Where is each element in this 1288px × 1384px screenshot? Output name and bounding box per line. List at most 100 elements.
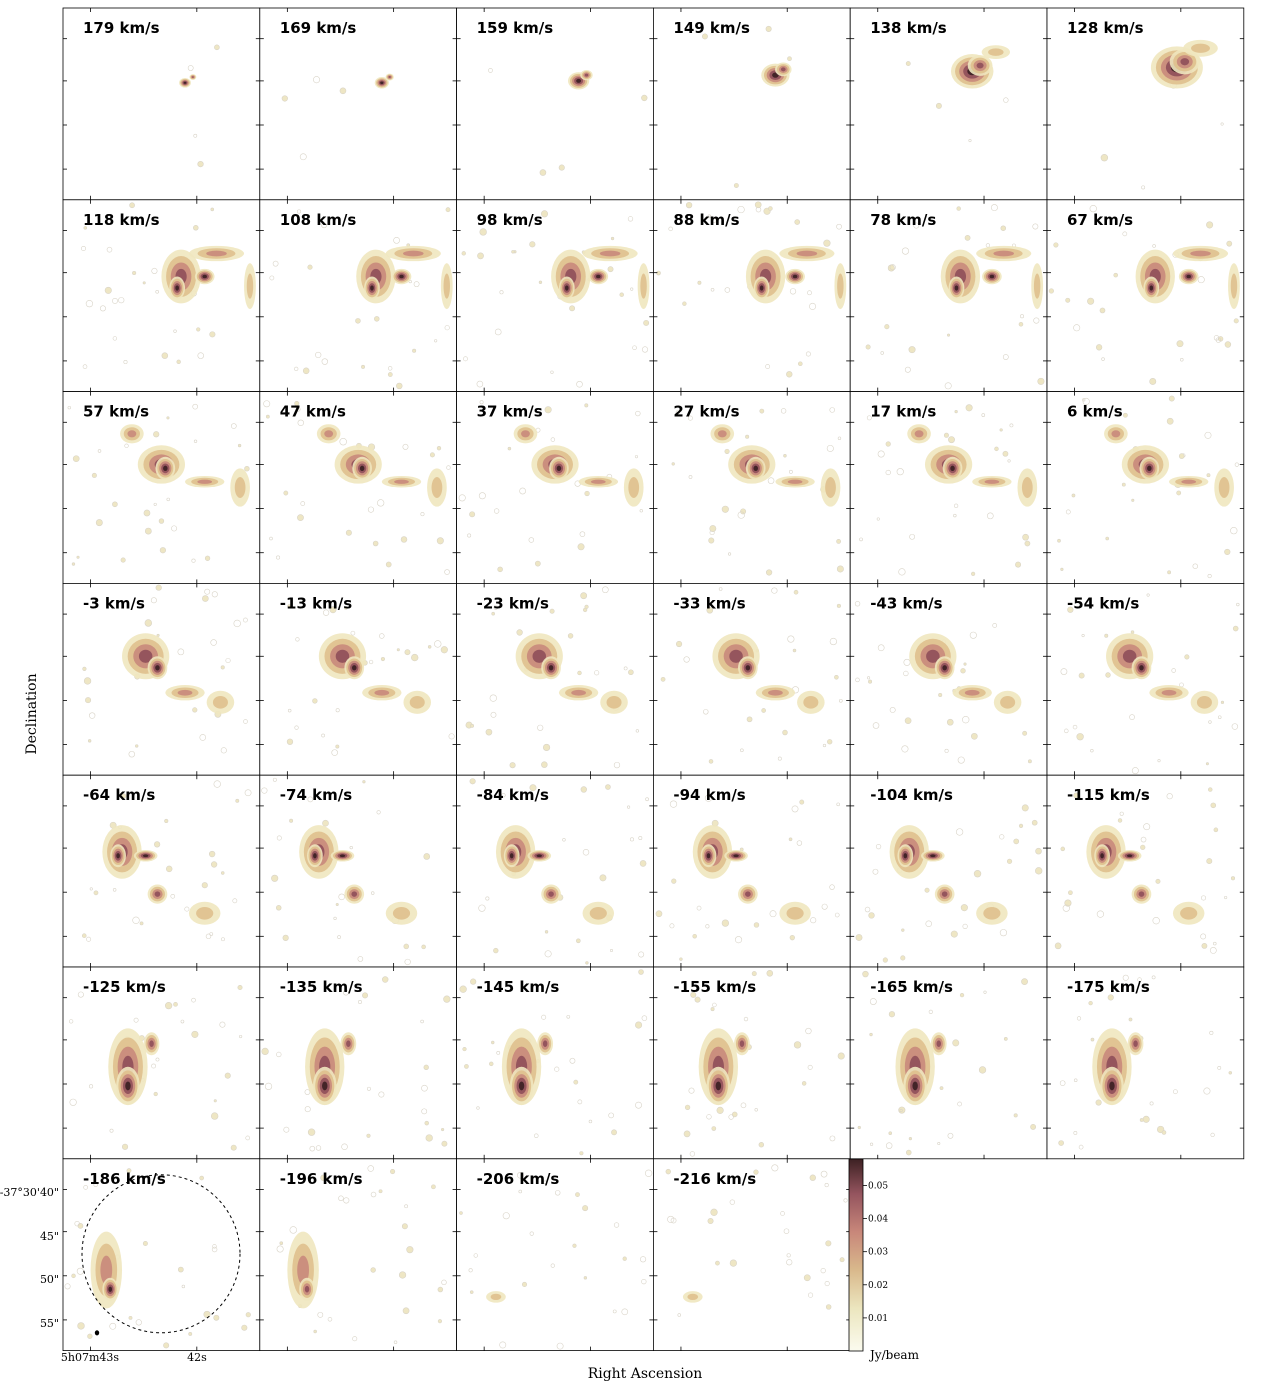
- noise-blob: [1002, 354, 1009, 360]
- noise-blob: [675, 640, 683, 648]
- emission-blob: [322, 1081, 328, 1091]
- noise-blob: [839, 1257, 845, 1263]
- noise-blob: [543, 1180, 547, 1185]
- emission-blob: [1180, 907, 1198, 920]
- noise-blob: [225, 657, 231, 664]
- noise-blob: [746, 716, 753, 723]
- noise-blob: [987, 512, 994, 520]
- emission-blob: [100, 1255, 113, 1285]
- noise-blob: [420, 512, 425, 517]
- noise-blob: [64, 1283, 71, 1290]
- noise-blob: [112, 501, 118, 508]
- noise-blob: [869, 1142, 874, 1146]
- noise-blob: [550, 1263, 555, 1268]
- noise-blob: [541, 761, 548, 768]
- noise-blob: [478, 904, 486, 912]
- noise-blob: [69, 1098, 77, 1106]
- noise-blob: [72, 455, 80, 463]
- noise-blob: [529, 784, 537, 792]
- noise-blob: [221, 937, 225, 942]
- panel-ticks: [259, 775, 457, 967]
- noise-blob: [577, 670, 582, 676]
- noise-blob: [153, 841, 161, 848]
- noise-blob: [1018, 321, 1024, 327]
- noise-blob: [184, 906, 190, 912]
- velocity-label: 17 km/s: [870, 403, 936, 421]
- noise-blob: [470, 723, 475, 728]
- noise-blob: [205, 933, 212, 940]
- noise-blob: [1226, 240, 1233, 247]
- panel-background: [63, 8, 260, 200]
- noise-blob: [1000, 225, 1007, 231]
- emission-blob: [1191, 43, 1210, 53]
- noise-blob: [81, 246, 87, 252]
- noise-blob: [1157, 759, 1161, 763]
- noise-blob: [634, 455, 639, 459]
- noise-blob: [95, 519, 103, 527]
- velocity-label: -43 km/s: [870, 594, 942, 612]
- noise-blob: [192, 403, 198, 410]
- noise-blob: [679, 957, 683, 961]
- noise-blob: [1030, 1123, 1037, 1130]
- noise-blob: [799, 799, 805, 805]
- noise-blob: [237, 985, 243, 991]
- noise-blob: [338, 1195, 344, 1202]
- noise-blob: [1209, 947, 1217, 954]
- noise-blob: [1073, 1078, 1078, 1083]
- velocity-label: -13 km/s: [280, 594, 352, 612]
- noise-blob: [994, 446, 999, 452]
- noise-blob: [645, 797, 649, 802]
- noise-blob: [307, 796, 314, 803]
- noise-blob: [322, 819, 329, 827]
- panel-background: [850, 391, 1047, 584]
- panel-ticks: [1047, 775, 1244, 967]
- noise-blob: [427, 645, 432, 649]
- noise-blob: [109, 1322, 117, 1330]
- noise-blob: [567, 633, 574, 639]
- noise-blob: [669, 800, 678, 808]
- noise-blob: [445, 207, 451, 213]
- noise-blob: [304, 1089, 311, 1095]
- beam-ellipse: [94, 1330, 100, 1336]
- noise-blob: [807, 290, 812, 296]
- noise-blob: [232, 898, 238, 904]
- emission-blob: [564, 285, 569, 291]
- velocity-label: 47 km/s: [280, 403, 346, 421]
- noise-blob: [518, 1189, 523, 1194]
- noise-blob: [197, 352, 204, 359]
- emission-blob: [964, 689, 980, 696]
- noise-blob: [1228, 1071, 1233, 1075]
- noise-blob: [953, 513, 957, 518]
- noise-blob: [1143, 823, 1151, 831]
- noise-blob: [1078, 672, 1085, 679]
- velocity-label: -64 km/s: [83, 786, 155, 804]
- noise-blob: [729, 1259, 737, 1267]
- noise-blob: [613, 761, 621, 769]
- noise-blob: [901, 247, 910, 255]
- colorbar-gradient: [848, 1158, 864, 1352]
- velocity-label: 88 km/s: [673, 211, 739, 229]
- noise-blob: [1090, 1037, 1095, 1042]
- noise-speckle: [67, 403, 250, 566]
- noise-blob: [710, 287, 715, 292]
- noise-blob: [1203, 1087, 1211, 1095]
- noise-blob: [294, 400, 300, 406]
- x-axis-title: Right Ascension: [588, 1366, 703, 1382]
- noise-blob: [569, 1057, 576, 1064]
- velocity-label: 179 km/s: [83, 19, 160, 37]
- noise-blob: [459, 1211, 463, 1215]
- channel-panel: -64 km/s: [62, 774, 261, 968]
- noise-blob: [829, 884, 835, 890]
- emission-blob: [509, 853, 514, 859]
- channel-panel: -115 km/s: [1046, 774, 1245, 968]
- noise-blob: [1048, 288, 1054, 294]
- noise-blob: [639, 1256, 647, 1263]
- noise-blob: [294, 366, 299, 372]
- noise-blob: [421, 1084, 428, 1092]
- noise-blob: [396, 382, 403, 390]
- panel-background: [653, 1158, 851, 1351]
- noise-blob: [660, 676, 666, 682]
- noise-blob: [1220, 700, 1225, 704]
- noise-blob: [909, 533, 915, 540]
- noise-blob: [367, 1165, 375, 1172]
